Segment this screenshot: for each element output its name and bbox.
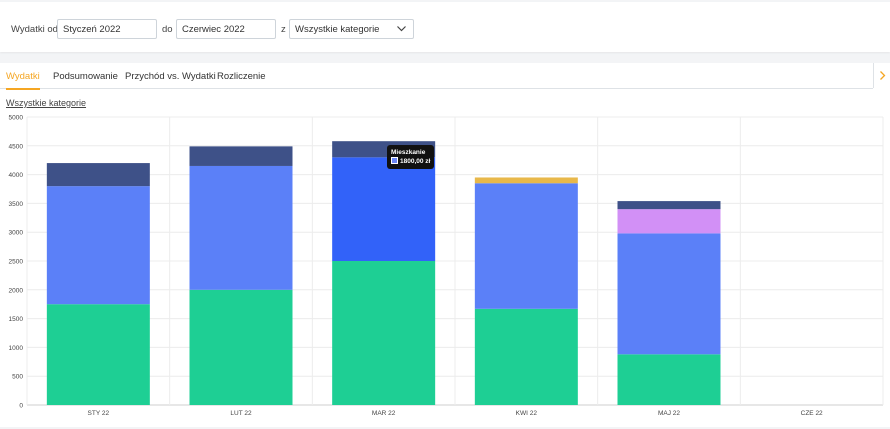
bar-segment (46, 163, 150, 187)
category-label: z (281, 24, 286, 35)
bar-segment (617, 201, 721, 210)
category-select[interactable]: Wszystkie kategorie (289, 19, 414, 39)
x-tick-label: KWI 22 (516, 410, 538, 417)
bar-segment (617, 209, 721, 234)
y-tick-label: 3500 (9, 201, 24, 208)
bar-segment (189, 146, 293, 166)
to-month-value: Czerwiec 2022 (182, 24, 245, 35)
bar-segment (189, 165, 293, 290)
tooltip-swatch (391, 157, 398, 164)
y-tick-label: 5000 (9, 115, 24, 122)
y-tick-label: 2500 (9, 259, 24, 266)
tabs-scroll-right-button[interactable] (873, 63, 890, 88)
y-tick-label: 2000 (9, 287, 24, 294)
tab-rozliczenie[interactable]: Rozliczenie (217, 71, 266, 82)
tooltip-title: Mieszkanie (391, 149, 426, 156)
x-tick-label: STY 22 (88, 410, 110, 417)
to-label: do (162, 24, 173, 35)
from-month-value: Styczeń 2022 (63, 24, 121, 35)
y-tick-label: 3000 (9, 230, 24, 237)
category-select-value: Wszystkie kategorie (295, 24, 380, 35)
chevron-down-icon (396, 23, 407, 37)
chart-tooltip: Mieszkanie 1800,00 zł (387, 145, 435, 169)
bar-segment (332, 157, 436, 261)
bar-segment (617, 233, 721, 355)
y-tick-label: 4000 (9, 172, 24, 179)
x-tick-label: MAJ 22 (658, 410, 680, 417)
from-month-field[interactable]: Styczeń 2022 (57, 19, 157, 39)
tab-przychod-vs-wydatki[interactable]: Przychód vs. Wydatki (125, 71, 216, 82)
bar-segment (46, 304, 150, 405)
x-tick-label: LUT 22 (230, 410, 252, 417)
y-tick-label: 1000 (9, 345, 24, 352)
y-tick-label: 0 (19, 403, 23, 410)
bar-segment (189, 289, 293, 405)
from-label: Wydatki od (11, 24, 58, 35)
tab-wydatki[interactable]: Wydatki (6, 71, 40, 90)
y-tick-label: 500 (12, 374, 23, 381)
report-tabs: Wydatki Podsumowanie Przychód vs. Wydatk… (0, 63, 873, 90)
x-tick-label: CZE 22 (801, 410, 823, 417)
y-tick-label: 4500 (9, 143, 24, 150)
bar-segment (46, 186, 150, 305)
bar-segment (332, 261, 436, 405)
bar-segment (474, 177, 578, 184)
bar-segment (474, 308, 578, 405)
bar-segment (474, 183, 578, 309)
category-filter-link[interactable]: Wszystkie kategorie (6, 98, 87, 108)
tab-podsumowanie[interactable]: Podsumowanie (53, 71, 118, 82)
x-tick-label: MAR 22 (372, 410, 396, 417)
to-month-field[interactable]: Czerwiec 2022 (176, 19, 276, 39)
bar-segment (617, 354, 721, 405)
filter-bar: Wydatki od Styczeń 2022 do Czerwiec 2022… (0, 2, 890, 52)
tooltip-value: 1800,00 zł (400, 158, 431, 165)
y-tick-label: 1500 (9, 316, 24, 323)
